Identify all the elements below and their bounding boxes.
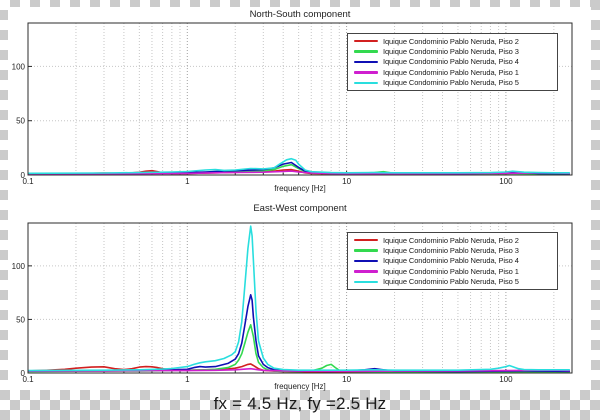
legend-label: Iquique Condominio Pablo Neruda, Piso 5 (383, 277, 519, 287)
y-tick-label: 100 (12, 62, 26, 71)
legend-color-line (354, 71, 378, 74)
legend-item: Iquique Condominio Pablo Neruda, Piso 3 (348, 46, 557, 56)
axes-box (27, 22, 573, 176)
x-tick-label: 10 (342, 177, 351, 186)
x-axis-label-north-south: frequency [Hz] (274, 184, 326, 193)
legend-color-line (354, 50, 378, 53)
y-tick-label: 50 (16, 315, 25, 324)
legend-label: Iquique Condominio Pablo Neruda, Piso 2 (383, 36, 519, 46)
x-tick-label: 1 (185, 177, 190, 186)
series-line-piso-1 (28, 367, 571, 373)
x-tick-label: 1 (185, 375, 190, 384)
y-tick-label: 50 (16, 117, 25, 126)
legend-item: Iquique Condominio Pablo Neruda, Piso 5 (348, 277, 557, 287)
chart-title-east-west: East-West component (253, 203, 347, 214)
legend-label: Iquique Condominio Pablo Neruda, Piso 3 (383, 246, 519, 256)
axes-box (27, 222, 573, 374)
x-tick-label: 0.1 (22, 177, 34, 186)
x-tick-label: 100 (499, 375, 513, 384)
series-line-piso-5 (28, 157, 571, 175)
x-tick-label: 0.1 (22, 375, 34, 384)
legend-label: Iquique Condominio Pablo Neruda, Piso 4 (383, 256, 519, 266)
series-line-piso-1 (28, 170, 571, 175)
legend-item: Iquique Condominio Pablo Neruda, Piso 4 (348, 256, 557, 266)
legend-label: Iquique Condominio Pablo Neruda, Piso 4 (383, 57, 519, 67)
legend-item: Iquique Condominio Pablo Neruda, Piso 1 (348, 67, 557, 77)
legend-color-line (354, 259, 378, 263)
legend-color-line (354, 249, 378, 252)
legend-color-line (354, 238, 378, 242)
legend-item: Iquique Condominio Pablo Neruda, Piso 3 (348, 245, 557, 255)
figure-canvas: 0 50 100 0.1 1 10 100 0 50 100 0.1 1 10 100 North-Sou… (8, 7, 591, 391)
legend-color-line (354, 280, 378, 283)
y-tick-label: 0 (21, 369, 26, 378)
legend-item: Iquique Condominio Pablo Neruda, Piso 5 (348, 78, 557, 88)
x-tick-label: 10 (342, 375, 351, 384)
legend-item: Iquique Condominio Pablo Neruda, Piso 2 (348, 36, 557, 46)
series-line-piso-5 (28, 225, 571, 372)
x-tick-label: 100 (499, 177, 513, 186)
legend-color-line (354, 39, 378, 43)
legend-item: Iquique Condominio Pablo Neruda, Piso 2 (348, 235, 557, 245)
chart-title-north-south: North-South component (249, 9, 351, 20)
legend-color-line (354, 81, 378, 84)
legend-item: Iquique Condominio Pablo Neruda, Piso 4 (348, 57, 557, 67)
y-tick-label: 100 (12, 262, 26, 271)
legend-color-line (354, 270, 378, 273)
legend-color-line (354, 60, 378, 64)
x-axis-label-east-west: frequency [Hz] (274, 382, 326, 391)
legend-label: Iquique Condominio Pablo Neruda, Piso 1 (383, 67, 519, 77)
legend-item: Iquique Condominio Pablo Neruda, Piso 1 (348, 266, 557, 276)
legend-label: Iquique Condominio Pablo Neruda, Piso 3 (383, 47, 519, 57)
legend-label: Iquique Condominio Pablo Neruda, Piso 1 (383, 266, 519, 276)
legend-label: Iquique Condominio Pablo Neruda, Piso 2 (383, 235, 519, 245)
legend-label: Iquique Condominio Pablo Neruda, Piso 5 (383, 78, 519, 88)
fundamental-frequencies-caption: fx = 4.5 Hz, fy =2.5 Hz (213, 394, 387, 413)
y-tick-label: 0 (21, 171, 26, 180)
